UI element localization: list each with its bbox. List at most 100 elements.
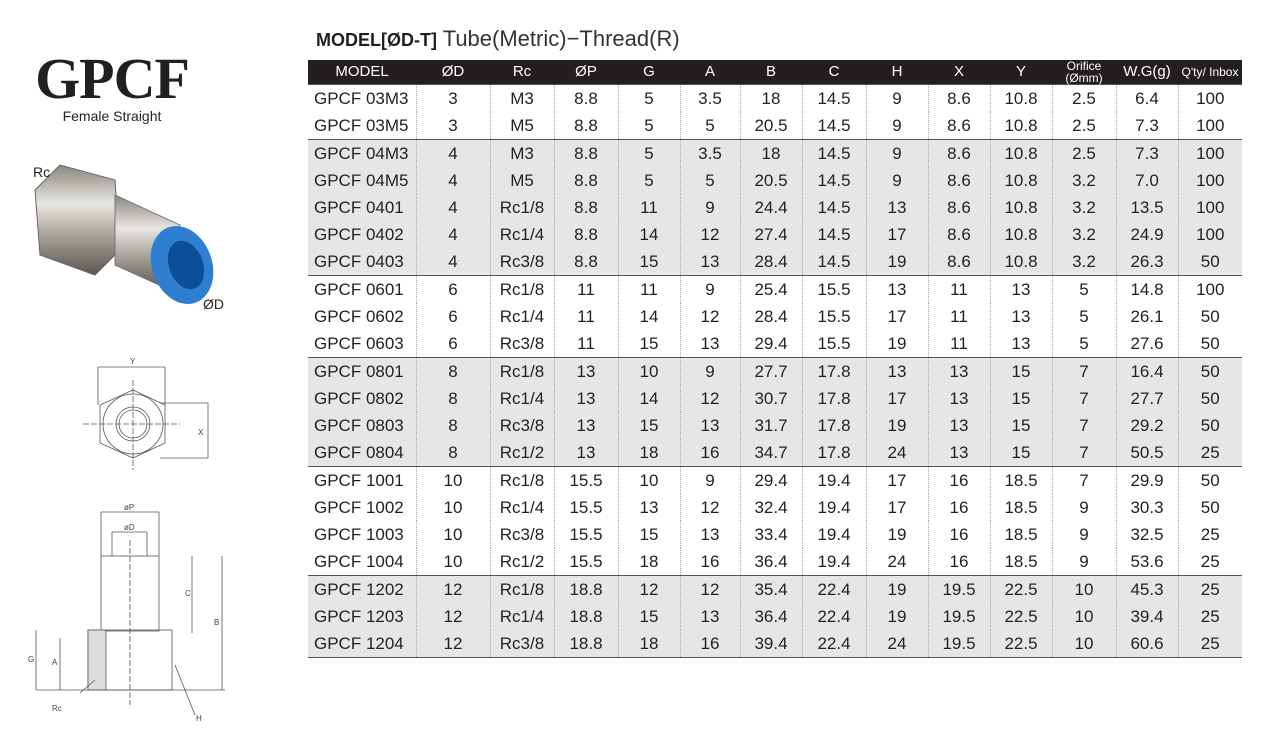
value-cell: Rc1/8 [489, 575, 554, 603]
table-row: GPCF 1203 12 Rc1/4 18.8 15 13 36.4 22.4 19 19.5 22… [308, 603, 1242, 630]
model-cell: GPCF 03M5 [314, 115, 409, 135]
value-cell: 9 [679, 357, 740, 385]
value-cell: 8 [415, 439, 490, 467]
value-cell: 15 [989, 357, 1052, 385]
value-cell: 11 [617, 194, 680, 221]
table-row: GPCF 04M5 4 M5 8.8 5 5 20.5 14.5 9 8.6 10.8 3.2 7.0 1… [308, 167, 1242, 194]
value-cell: 25 [1177, 603, 1242, 630]
value-cell: 15 [617, 521, 680, 548]
value-cell: 50 [1177, 330, 1242, 358]
value-cell: 15 [617, 603, 680, 630]
value-cell: 29.2 [1115, 412, 1178, 439]
value-cell: 50 [1177, 385, 1242, 412]
product-type: Female Straight [62, 108, 162, 124]
value-cell: 9 [865, 84, 928, 112]
column-header: H [866, 60, 928, 85]
value-cell: 50 [1177, 494, 1242, 521]
model-cell: GPCF 0803 [308, 412, 416, 439]
value-cell: 13 [927, 439, 990, 467]
heading-model: MODEL[ØD-T] [316, 30, 437, 50]
model-cell: GPCF 04M3 [308, 139, 416, 167]
value-cell: 14 [617, 221, 680, 248]
value-cell: 100 [1177, 84, 1242, 112]
table-row: GPCF 03M5 3 M5 8.8 5 5 20.5 14.5 9 8.6 10.8 2.5 7.3 1… [308, 112, 1242, 140]
value-cell: 7 [1051, 357, 1116, 385]
value-cell: 19.4 [801, 521, 866, 548]
value-cell: 14.5 [801, 248, 866, 276]
value-cell: 5 [679, 112, 740, 140]
model-cell: GPCF 0603 [314, 333, 404, 353]
value-cell: 8 [415, 385, 490, 412]
value-cell: 7 [1051, 412, 1116, 439]
value-cell: 10 [1051, 603, 1116, 630]
value-cell: Rc3/8 [489, 330, 554, 358]
value-cell: 18.5 [989, 494, 1052, 521]
table-row: GPCF 1202 12 Rc1/8 18.8 12 12 35.4 22.4 19 19.5 22… [308, 575, 1242, 603]
model-cell: GPCF 1202 [308, 575, 416, 603]
value-cell: 24 [865, 439, 928, 467]
od-label: ØD [203, 296, 224, 312]
column-header: ØD [416, 60, 490, 85]
column-header: MODEL [308, 60, 416, 85]
value-cell: 19 [865, 521, 928, 548]
value-cell: 18.8 [553, 630, 618, 658]
value-cell: 12 [679, 575, 740, 603]
column-header: Orifice (Ømm) [1052, 60, 1116, 85]
value-cell: 11 [553, 330, 618, 358]
value-cell: Rc3/8 [489, 248, 554, 276]
value-cell: 25.4 [739, 275, 802, 303]
value-cell: 19 [865, 575, 928, 603]
table-row: GPCF 1001 10 Rc1/8 15.5 10 9 29.4 19.4 17 16 18.5 7… [308, 466, 1242, 494]
rc-label: Rc [33, 164, 51, 180]
value-cell: 8.8 [553, 221, 618, 248]
value-cell: 19 [865, 248, 928, 276]
value-cell: 17 [865, 494, 928, 521]
value-cell: 10 [1051, 630, 1116, 658]
dim-h: H [196, 714, 202, 723]
dim-y: Y [130, 357, 136, 366]
value-cell: 9 [679, 466, 740, 494]
value-cell: 18.8 [553, 603, 618, 630]
value-cell: 27.4 [739, 221, 802, 248]
value-cell: 8.8 [553, 194, 618, 221]
value-cell: 8.8 [553, 167, 618, 194]
value-cell: 16 [927, 466, 990, 494]
value-cell: 9 [865, 167, 928, 194]
value-cell: 39.4 [1115, 603, 1178, 630]
model-cell: GPCF 0403 [308, 248, 416, 276]
value-cell: 9 [1051, 548, 1116, 576]
value-cell: 8.8 [553, 84, 618, 112]
value-cell: 27.7 [1115, 385, 1178, 412]
value-cell: Rc1/8 [489, 466, 554, 494]
value-cell: Rc3/8 [489, 630, 554, 658]
value-cell: 14.8 [1115, 275, 1178, 303]
value-cell: 27.6 [1115, 330, 1178, 358]
value-cell: 5 [1051, 275, 1116, 303]
value-cell: 25 [1177, 439, 1242, 467]
value-cell: M5 [489, 112, 554, 140]
value-cell: 35.4 [739, 575, 802, 603]
value-cell: 18 [739, 84, 802, 112]
model-cell: GPCF 0601 [308, 275, 416, 303]
value-cell: 5 [617, 167, 680, 194]
value-cell: 8.6 [927, 112, 990, 140]
value-cell: 50 [1177, 412, 1242, 439]
value-cell: 14.5 [801, 84, 866, 112]
value-cell: 25 [1177, 548, 1242, 576]
value-cell: 2.5 [1051, 84, 1116, 112]
value-cell: Rc1/8 [489, 357, 554, 385]
value-cell: M3 [489, 84, 554, 112]
value-cell: 13.5 [1115, 194, 1178, 221]
column-header: Y [990, 60, 1052, 85]
value-cell: 28.4 [739, 303, 802, 330]
value-cell: 29.4 [739, 466, 802, 494]
value-cell: 12 [679, 303, 740, 330]
value-cell: 29.9 [1115, 466, 1178, 494]
value-cell: 11 [553, 303, 618, 330]
value-cell: 8.6 [927, 221, 990, 248]
value-cell: 50 [1177, 357, 1242, 385]
value-cell: 11 [553, 275, 618, 303]
column-header: ØP [554, 60, 618, 85]
value-cell: 12 [415, 575, 490, 603]
value-cell: 16.4 [1115, 357, 1178, 385]
